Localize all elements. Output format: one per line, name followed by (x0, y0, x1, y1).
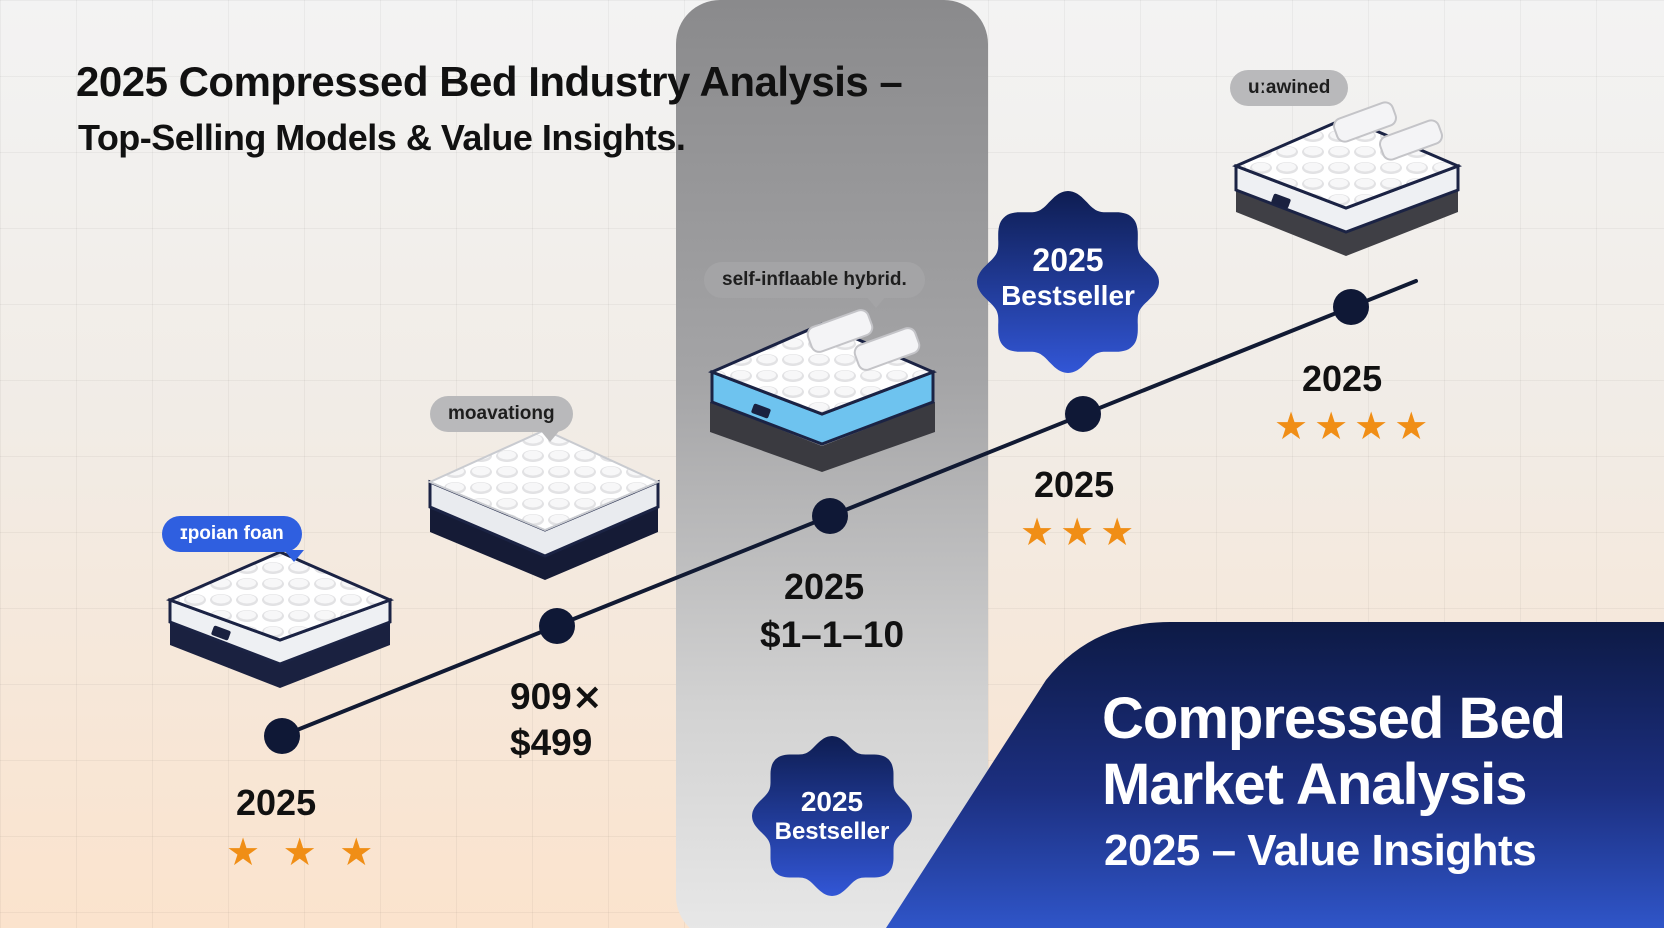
rating-stars-5: ★★★★ (1274, 406, 1435, 448)
market-panel (886, 622, 1664, 928)
panel-title-line-2: Market Analysis (1102, 752, 1528, 817)
badge-2-year: 2025 (800, 786, 864, 817)
year-label-3: 2025 (784, 566, 865, 607)
year-label-1: 2025 (236, 782, 317, 823)
page-title: 2025 Compressed Bed Industry Analysis – (76, 58, 903, 105)
mattress-icon-2 (427, 428, 661, 580)
tag-tail-2 (540, 430, 560, 442)
panel-subtitle: 2025 – Value Insights (1104, 826, 1537, 875)
page-subtitle: Top-Selling Models & Value Insights. (78, 117, 686, 158)
product-tag-2: moavationg (430, 396, 573, 432)
mattress-icon-3 (708, 309, 937, 472)
price-label-3: $1–1–10 (760, 614, 905, 655)
bestseller-badge-2 (752, 736, 912, 896)
product-tag-5: uːawined (1230, 70, 1349, 106)
year-label-5: 2025 (1302, 358, 1383, 399)
trend-line (280, 279, 1418, 738)
badge-1-label: Bestseller (1001, 280, 1135, 311)
product-tag-memory-foam: ɪpoian foan (162, 516, 302, 552)
price-label-2a: 909⨯ (510, 676, 603, 717)
badge-2-label: Bestseller (774, 818, 890, 845)
rating-stars-1: ★ ★ ★ (226, 832, 380, 874)
timeline-dot-5 (1333, 289, 1369, 325)
year-label-4: 2025 (1034, 464, 1115, 505)
timeline-dot-4 (1065, 396, 1101, 432)
timeline-dot-2 (539, 608, 575, 644)
panel-title: Compressed Bed Market Analysis (1102, 686, 1566, 818)
tag-tail-1 (284, 550, 304, 562)
rating-stars-4: ★★★ (1020, 512, 1141, 554)
panel-title-line-1: Compressed Bed (1102, 686, 1566, 751)
mattress-icon-1 (165, 550, 395, 688)
tag-tail-3 (866, 296, 886, 308)
badge-1-year: 2025 (1032, 242, 1104, 278)
mattress-icon-4 (1232, 101, 1463, 256)
price-label-2b: $499 (510, 722, 593, 763)
product-tag-hybrid: self-inflaable hybrid. (704, 262, 925, 298)
timeline-dot-1 (264, 718, 300, 754)
timeline-dot-3 (812, 498, 848, 534)
bestseller-badge-1 (977, 191, 1159, 373)
